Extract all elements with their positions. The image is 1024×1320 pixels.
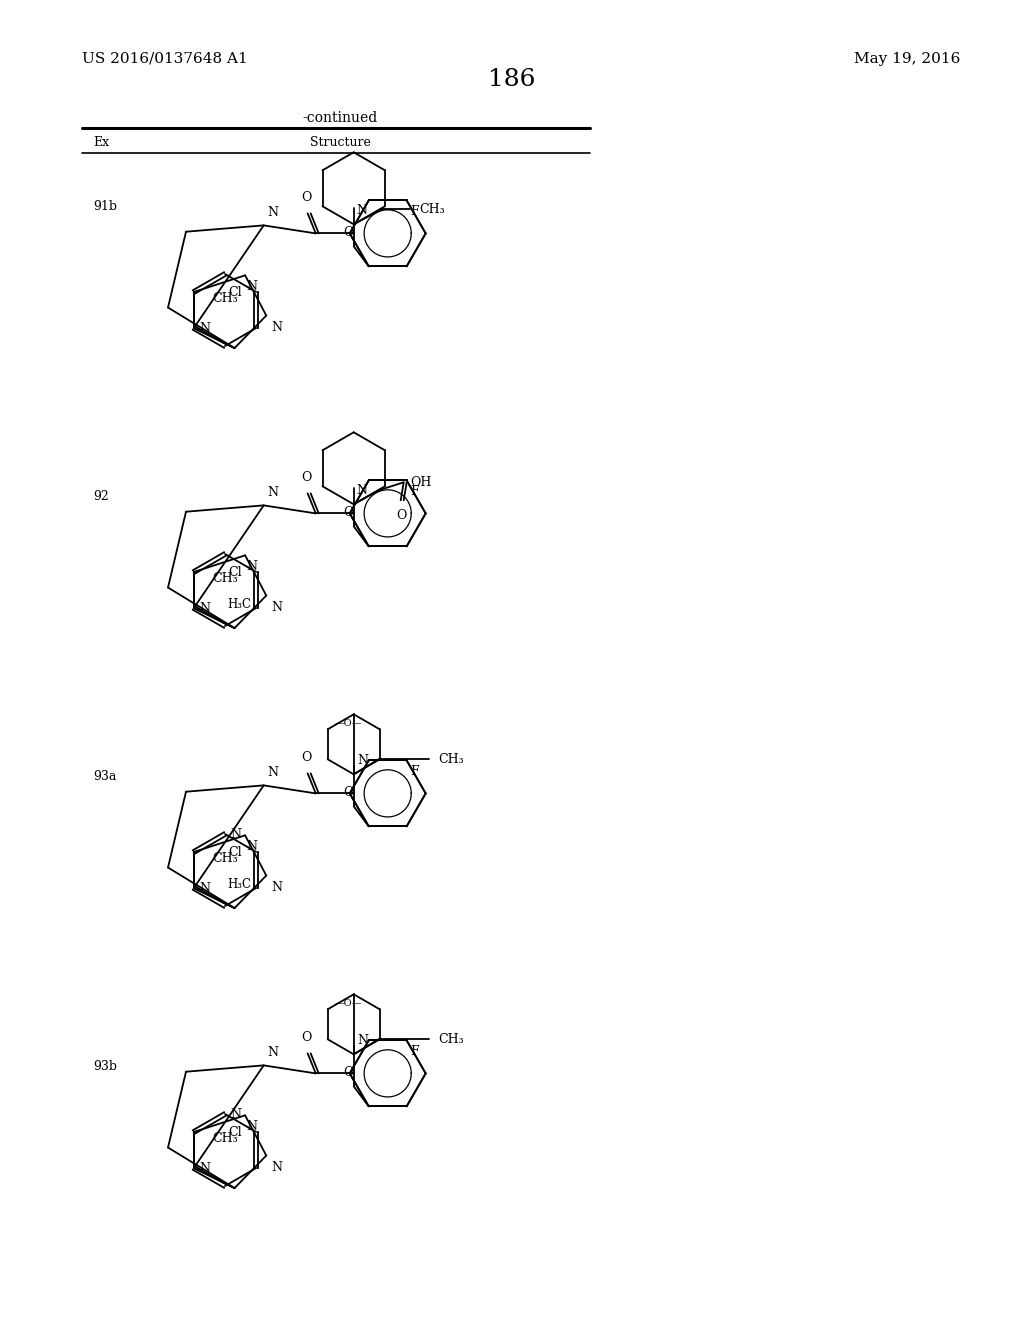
Text: -continued: -continued <box>302 111 378 125</box>
Text: N: N <box>246 560 257 573</box>
Text: Cl: Cl <box>228 285 243 298</box>
Text: 93b: 93b <box>93 1060 117 1073</box>
Text: N: N <box>246 280 257 293</box>
Text: O: O <box>343 787 354 800</box>
Text: 92: 92 <box>93 490 109 503</box>
Text: Ex: Ex <box>93 136 110 149</box>
Text: Cl: Cl <box>228 565 243 578</box>
Text: —O—: —O— <box>335 719 362 729</box>
Text: OH: OH <box>411 475 432 488</box>
Text: O: O <box>396 510 407 523</box>
Text: N: N <box>200 1162 211 1175</box>
Text: Structure: Structure <box>309 136 371 149</box>
Text: N: N <box>267 767 279 779</box>
Text: CH₃: CH₃ <box>438 1032 464 1045</box>
Text: N: N <box>271 601 283 614</box>
Text: F: F <box>411 766 419 779</box>
Text: US 2016/0137648 A1: US 2016/0137648 A1 <box>82 51 248 66</box>
Text: N: N <box>271 880 283 894</box>
Text: CH₃: CH₃ <box>212 1133 238 1144</box>
Text: F: F <box>411 486 419 499</box>
Text: N: N <box>356 484 368 498</box>
Text: N: N <box>356 205 368 218</box>
Text: N: N <box>267 206 279 219</box>
Text: CH₃: CH₃ <box>420 203 445 215</box>
Text: Cl: Cl <box>228 846 243 858</box>
Text: H₃C: H₃C <box>227 598 251 611</box>
Text: N: N <box>200 602 211 615</box>
Text: N: N <box>267 1047 279 1060</box>
Text: N: N <box>271 321 283 334</box>
Text: CH₃: CH₃ <box>212 572 238 585</box>
Text: N: N <box>267 486 279 499</box>
Text: O: O <box>343 507 354 519</box>
Text: N: N <box>230 1107 241 1121</box>
Text: 91b: 91b <box>93 201 117 213</box>
Text: N: N <box>246 1121 257 1134</box>
Text: O: O <box>343 226 354 239</box>
Text: 186: 186 <box>488 69 536 91</box>
Text: Cl: Cl <box>228 1126 243 1138</box>
Text: N: N <box>246 841 257 853</box>
Text: 93a: 93a <box>93 770 117 783</box>
Text: O: O <box>301 191 312 205</box>
Text: O: O <box>301 1031 312 1044</box>
Text: N: N <box>357 1035 369 1047</box>
Text: F: F <box>411 1045 419 1059</box>
Text: O: O <box>301 751 312 764</box>
Text: N: N <box>357 754 369 767</box>
Text: CH₃: CH₃ <box>212 292 238 305</box>
Text: —O—: —O— <box>335 999 362 1008</box>
Text: O: O <box>343 1067 354 1080</box>
Text: F: F <box>411 206 419 219</box>
Text: CH₃: CH₃ <box>212 851 238 865</box>
Text: CH₃: CH₃ <box>438 752 464 766</box>
Text: N: N <box>200 882 211 895</box>
Text: N: N <box>200 322 211 334</box>
Text: H₃C: H₃C <box>227 879 251 891</box>
Text: O: O <box>301 471 312 484</box>
Text: N: N <box>271 1160 283 1173</box>
Text: N: N <box>230 828 241 841</box>
Text: May 19, 2016: May 19, 2016 <box>854 51 961 66</box>
